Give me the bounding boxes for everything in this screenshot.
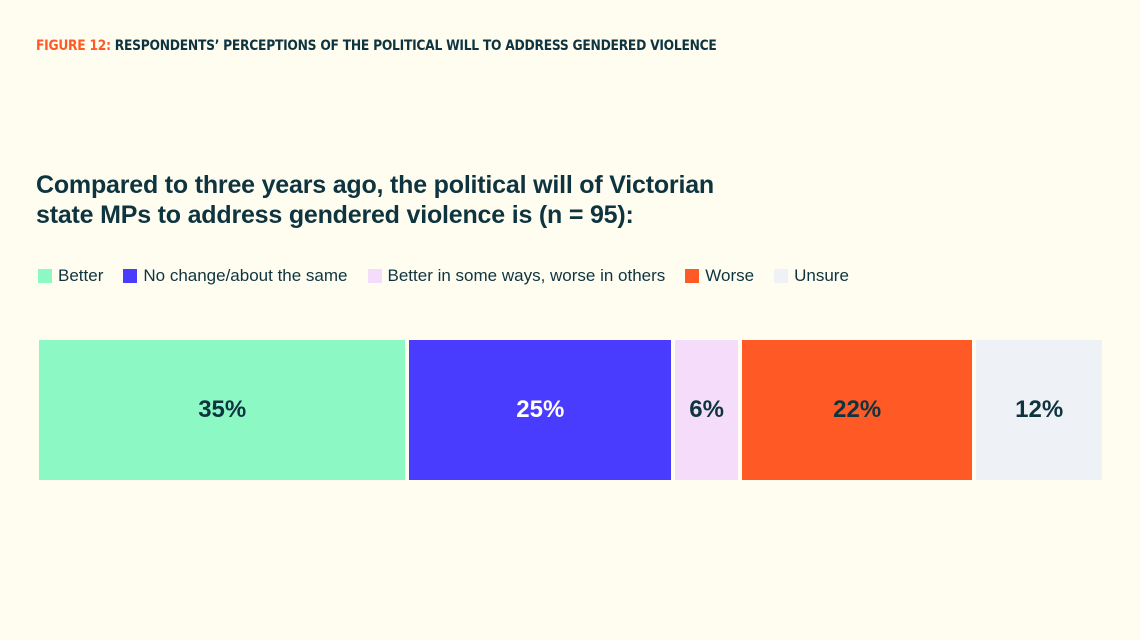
bar-segment xyxy=(39,340,406,480)
legend-swatch xyxy=(685,269,700,283)
legend-label: Better xyxy=(58,266,104,285)
data-label: 6% xyxy=(689,396,724,423)
data-label: 22% xyxy=(833,396,882,423)
legend-swatch xyxy=(774,269,789,283)
legend-label: Worse xyxy=(705,266,755,285)
bar-segment xyxy=(742,340,973,480)
legend-item: Unsure xyxy=(774,266,849,286)
figure-heading: FIGURE 12: RESPONDENTS’ PERCEPTIONS OF T… xyxy=(36,38,717,54)
bar-segment xyxy=(675,340,738,480)
plot-area: 35% 25% 6% 22% 12% xyxy=(39,340,1102,480)
bar-segment xyxy=(409,340,672,480)
chart-title: RESPONDENTS’ PERCEPTIONS OF THE POLITICA… xyxy=(114,38,717,54)
legend-swatch xyxy=(38,269,52,283)
legend-item: Better xyxy=(38,266,103,286)
legend-swatch xyxy=(367,269,382,283)
legend-label: No change/about the same xyxy=(143,266,348,285)
data-label: 25% xyxy=(516,396,565,423)
legend-swatch xyxy=(123,269,138,283)
legend-item: Better in some ways, worse in others xyxy=(367,266,666,286)
chart-subtitle: Compared to three years ago, the politic… xyxy=(36,171,714,229)
legend-label: Better in some ways, worse in others xyxy=(387,266,666,285)
legend: Better No change/about the same Better in … xyxy=(38,266,869,286)
legend-item: No change/about the same xyxy=(123,266,348,286)
data-label: 12% xyxy=(1015,396,1064,423)
figure-label: FIGURE 12: xyxy=(36,38,111,54)
data-label: 35% xyxy=(198,396,247,423)
bar-segment xyxy=(976,340,1102,480)
legend-item: Worse xyxy=(685,266,754,286)
legend-label: Unsure xyxy=(794,266,849,285)
